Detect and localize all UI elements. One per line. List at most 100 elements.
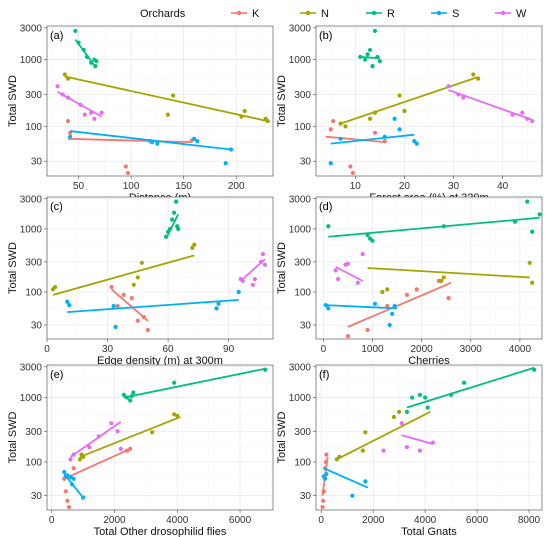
data-point	[99, 110, 104, 115]
data-point	[195, 139, 200, 144]
data-point	[333, 268, 338, 273]
x-tick-label: 0	[44, 344, 50, 355]
y-tick-label: 30	[31, 491, 43, 502]
data-point	[348, 164, 353, 169]
data-point	[331, 118, 336, 124]
data-point	[62, 469, 67, 475]
series-r	[73, 28, 99, 69]
data-point	[71, 476, 76, 481]
fit-line	[360, 56, 380, 60]
series-s	[65, 289, 241, 329]
panel-e: 0 2000 4000 6000 30 100 300 1000 3000 (e) Total Ot…	[7, 362, 274, 537]
data-point	[250, 282, 255, 287]
fit-line	[110, 288, 149, 322]
data-point	[336, 277, 341, 282]
y-tick-label: 1000	[20, 55, 43, 66]
data-point	[131, 282, 136, 287]
x-tick-label: 8000	[518, 515, 541, 526]
data-point	[446, 84, 451, 89]
series-n	[77, 412, 181, 462]
data-point	[214, 306, 219, 311]
fit-line	[323, 467, 369, 489]
x-tick-label: 6000	[466, 515, 489, 526]
panel-label: (c)	[50, 201, 63, 213]
data-point	[392, 303, 397, 309]
data-point	[345, 261, 351, 266]
data-point	[172, 380, 177, 385]
y-tick-label: 30	[300, 320, 312, 331]
fit-line	[67, 298, 239, 314]
data-point	[192, 242, 197, 247]
series-n	[62, 72, 270, 124]
data-point	[471, 72, 476, 77]
panel-c: 0 30 60 90 30 100 300 1000 3000 (c) Edge density (…	[7, 194, 274, 367]
x-tick-label: 0	[318, 515, 324, 526]
x-tick-label: 1000	[361, 344, 384, 355]
data-point	[404, 292, 409, 297]
data-point	[121, 292, 126, 297]
data-point	[68, 457, 73, 462]
x-tick-label: 90	[223, 344, 235, 355]
y-tick-label: 1000	[289, 393, 312, 404]
data-point	[68, 134, 73, 139]
data-point	[67, 302, 72, 308]
y-axis-title: Total SWD	[7, 242, 19, 294]
series-s	[328, 116, 419, 166]
y-tick-label: 300	[294, 90, 311, 101]
data-point	[94, 59, 99, 64]
plot-area	[47, 365, 273, 510]
plot-area	[316, 197, 542, 339]
data-point	[350, 493, 355, 498]
y-tick-label: 100	[294, 122, 311, 133]
panel-frame	[46, 196, 274, 340]
y-tick-label: 300	[25, 90, 42, 101]
data-point	[65, 299, 70, 304]
data-point	[121, 392, 127, 397]
data-point	[135, 318, 140, 323]
data-point	[322, 476, 328, 481]
data-point	[367, 116, 373, 121]
y-tick-label: 300	[294, 427, 311, 438]
data-point	[128, 398, 133, 403]
y-axis-title: Total SWD	[276, 411, 288, 463]
legend: Orchards K N R S W	[140, 8, 527, 20]
x-tick-label: 4000	[166, 515, 189, 526]
fit-line	[67, 137, 193, 144]
data-point	[461, 380, 467, 385]
x-tick-label: 0	[49, 515, 55, 526]
series-w	[238, 251, 268, 287]
y-tick-label: 300	[25, 257, 42, 268]
x-tick-label: 4000	[414, 515, 437, 526]
x-tick-label: 0	[321, 344, 327, 355]
series-s	[62, 469, 86, 500]
fit-line	[335, 266, 364, 282]
data-point	[527, 260, 532, 265]
x-tick-label: 20	[399, 181, 411, 192]
y-tick-label: 3000	[20, 194, 43, 205]
data-point	[252, 277, 257, 282]
data-point	[216, 301, 221, 306]
data-point	[399, 421, 404, 426]
fit-line	[70, 421, 122, 458]
fit-line	[79, 416, 181, 458]
fit-line	[64, 75, 268, 122]
legend-label-k: K	[252, 8, 260, 20]
panel-frame	[46, 25, 274, 177]
x-tick-label: 150	[175, 181, 192, 192]
y-tick-label: 30	[31, 157, 43, 168]
series-k	[345, 278, 452, 339]
data-point	[66, 504, 72, 510]
panel-frame	[315, 196, 543, 340]
legend-dot-k	[236, 10, 242, 16]
data-point	[537, 212, 542, 217]
data-point	[355, 280, 360, 285]
fit-line	[328, 216, 540, 238]
data-point	[345, 334, 351, 339]
data-point	[115, 303, 120, 309]
data-point	[370, 64, 375, 69]
data-point	[324, 452, 329, 457]
y-tick-label: 3000	[289, 194, 312, 205]
x-axis-title: Total Gnats	[401, 526, 457, 537]
